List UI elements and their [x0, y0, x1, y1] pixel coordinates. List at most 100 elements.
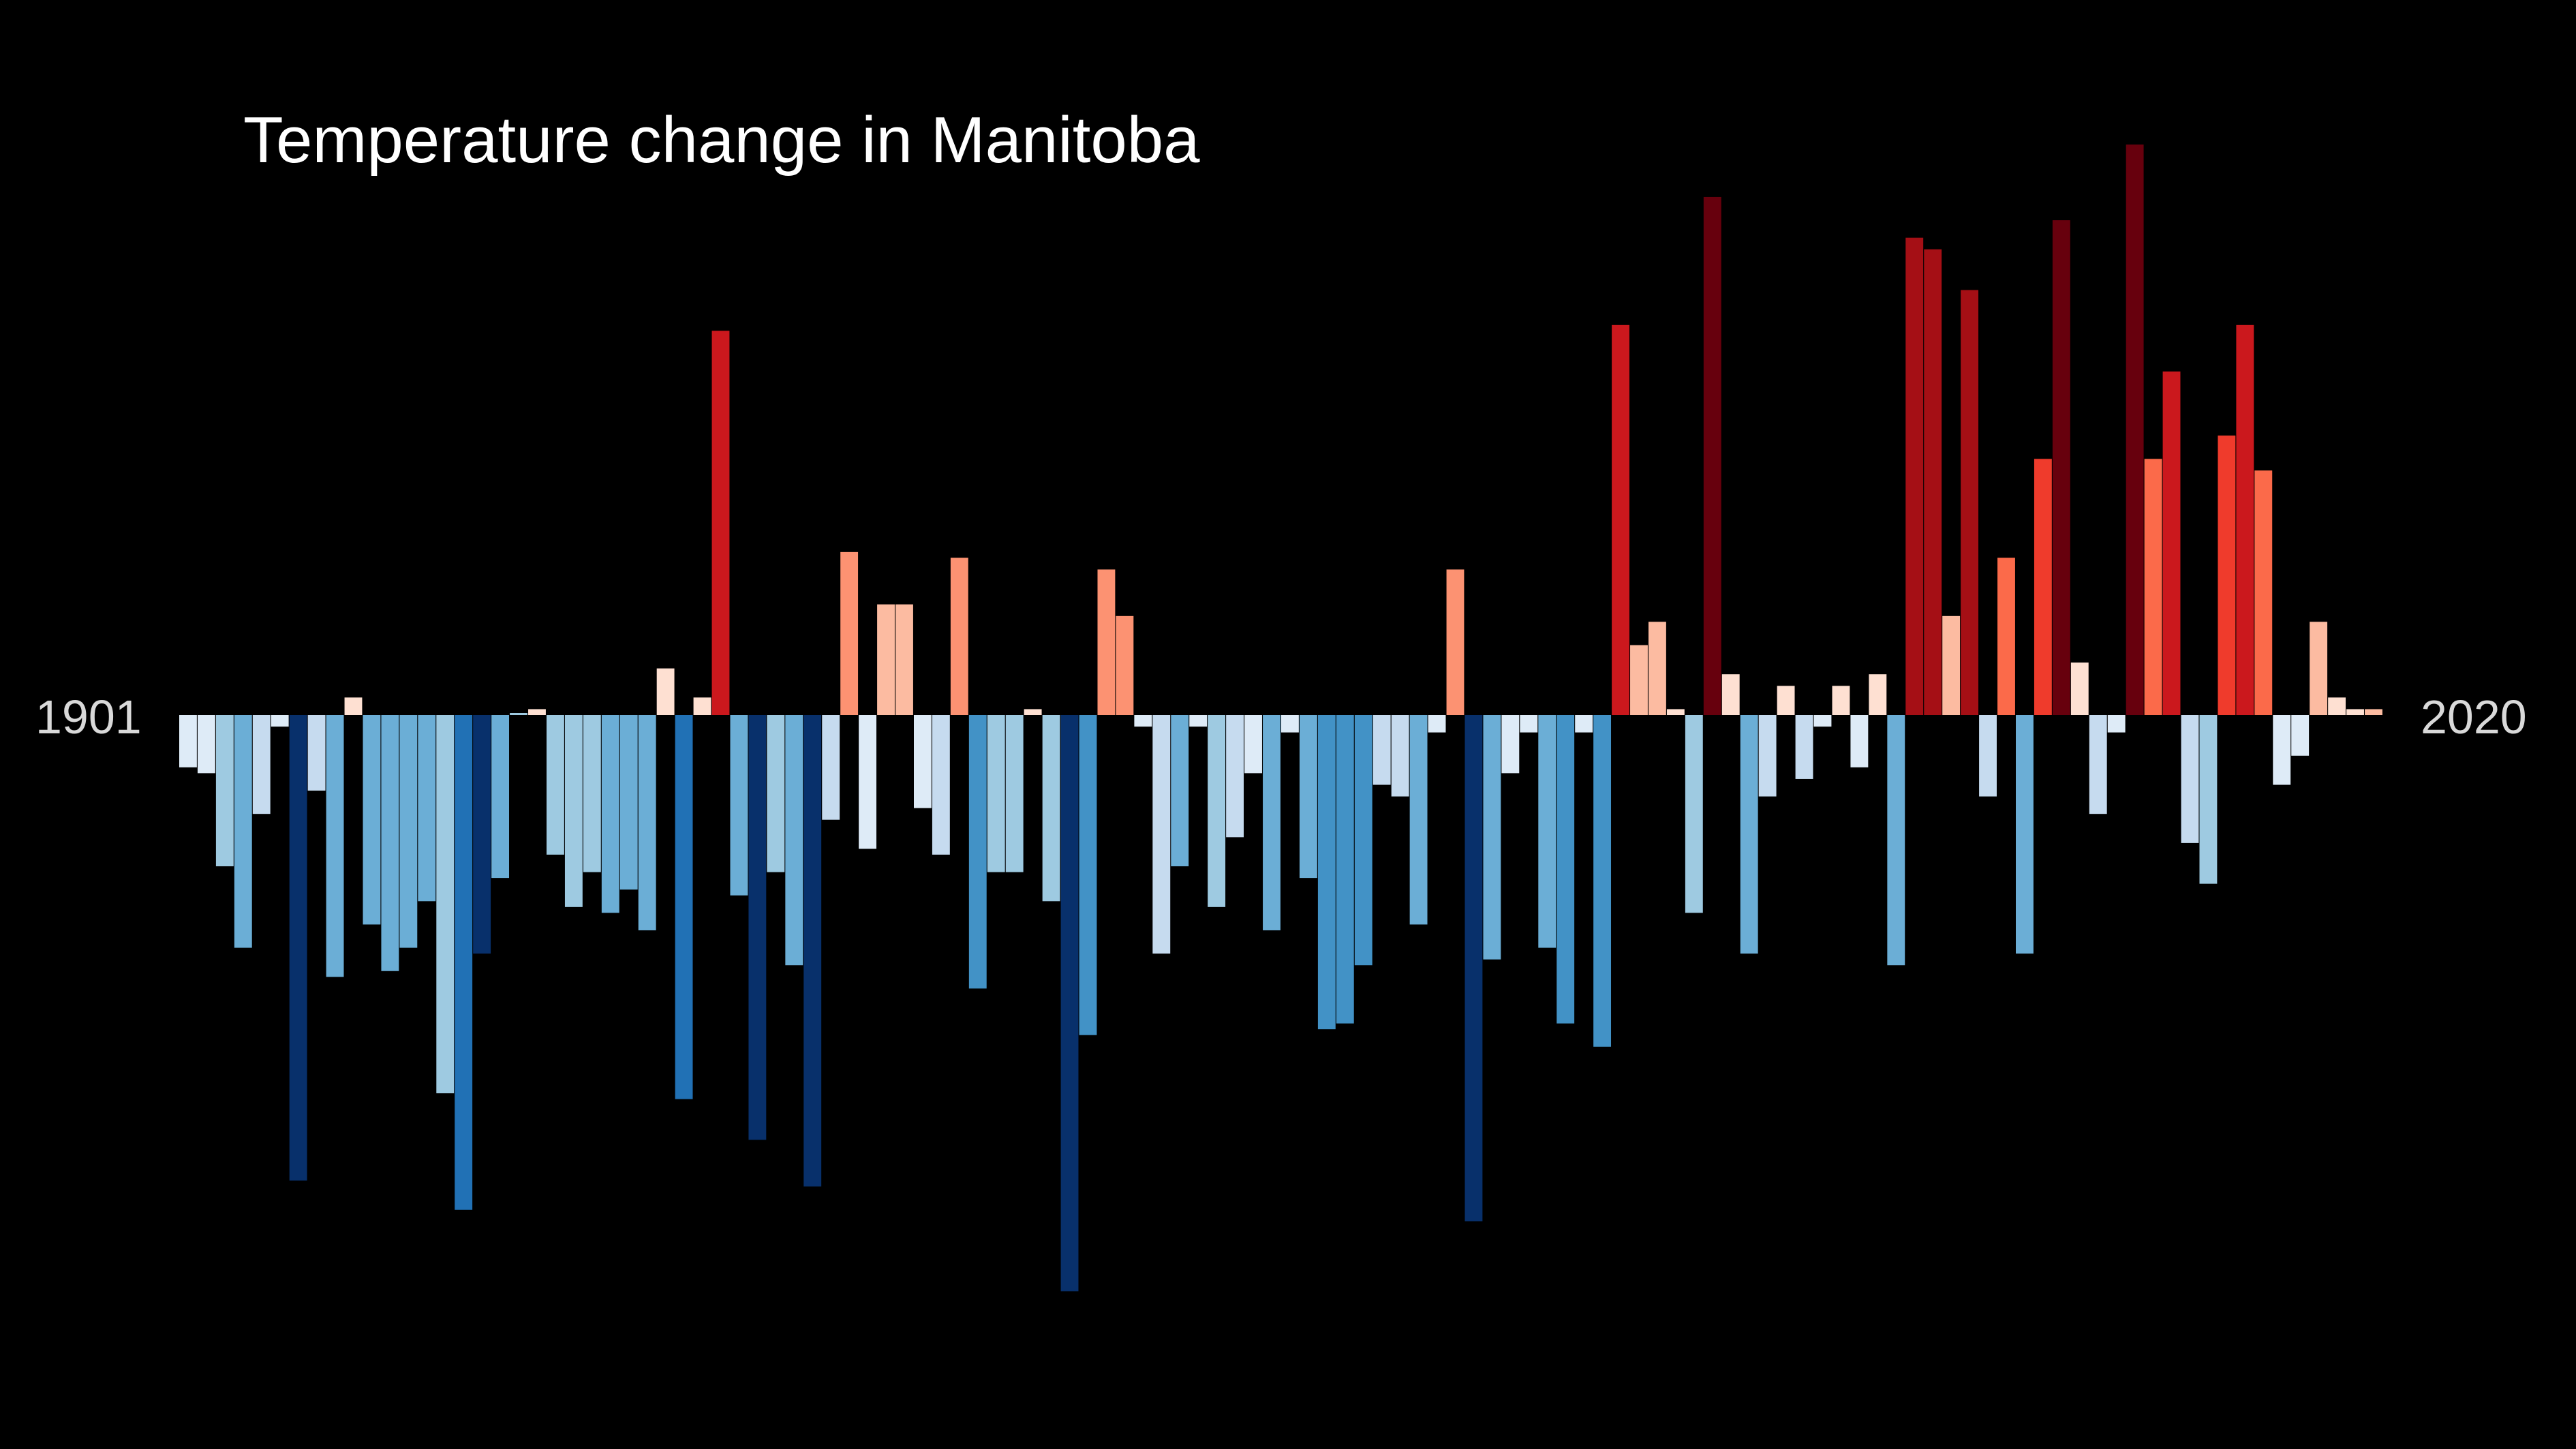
bar-1991 — [1832, 686, 1850, 715]
bar-1910 — [344, 697, 363, 715]
bar-1944 — [968, 715, 987, 989]
bar-1990 — [1813, 715, 1832, 727]
bar-1939 — [877, 604, 895, 715]
bar-1917 — [473, 715, 491, 954]
bar-1955 — [1171, 715, 1189, 867]
bar-2002 — [2034, 459, 2052, 715]
bar-1901 — [179, 715, 197, 767]
bar-1973 — [1501, 715, 1520, 774]
bar-1942 — [932, 715, 950, 855]
chart-title: Temperature change in Manitoba — [243, 104, 1200, 177]
bar-1984 — [1703, 196, 1721, 715]
bar-1933 — [767, 715, 785, 872]
bar-1943 — [950, 558, 968, 715]
bar-1927 — [656, 668, 675, 715]
bar-1911 — [363, 715, 381, 925]
bar-1934 — [785, 715, 803, 966]
bar-1994 — [1887, 715, 1905, 966]
bar-1941 — [914, 715, 932, 808]
bar-1915 — [436, 715, 455, 1094]
bar-2015 — [2273, 715, 2291, 785]
bar-1969 — [1428, 715, 1446, 733]
bar-2011 — [2199, 715, 2218, 884]
bar-1913 — [399, 715, 418, 948]
bar-1902 — [197, 715, 215, 774]
bar-1919 — [510, 713, 527, 715]
bar-1989 — [1795, 715, 1813, 779]
bar-2003 — [2052, 220, 2070, 716]
bar-1978 — [1593, 715, 1612, 1047]
bar-1950 — [1079, 715, 1097, 1035]
bars-group — [179, 144, 2382, 1292]
bar-1968 — [1409, 715, 1428, 925]
bar-1930 — [711, 331, 730, 715]
bar-2001 — [2016, 715, 2034, 954]
bar-1929 — [693, 697, 711, 715]
bar-2008 — [2144, 459, 2162, 715]
bar-2012 — [2218, 436, 2236, 715]
bar-1926 — [638, 715, 656, 930]
bar-1963 — [1317, 715, 1336, 1030]
bar-1971 — [1465, 715, 1483, 1221]
bar-1979 — [1612, 324, 1629, 715]
bar-1923 — [583, 715, 601, 872]
bar-1970 — [1446, 569, 1465, 715]
bar-2004 — [2070, 662, 2089, 715]
bar-1959 — [1244, 715, 1262, 774]
bar-1932 — [748, 715, 767, 1140]
bar-1995 — [1905, 237, 1924, 716]
bar-1976 — [1557, 715, 1575, 1024]
bar-1909 — [326, 715, 344, 977]
bar-1907 — [289, 715, 307, 1181]
bar-1918 — [491, 715, 510, 879]
bar-1965 — [1354, 715, 1373, 966]
bar-2010 — [2181, 715, 2199, 843]
bar-1953 — [1134, 715, 1152, 727]
bar-1928 — [675, 715, 693, 1099]
bar-1935 — [803, 715, 822, 1187]
bar-2019 — [2346, 709, 2364, 715]
bar-1983 — [1685, 715, 1703, 913]
bar-1977 — [1575, 715, 1593, 733]
bar-1954 — [1152, 715, 1171, 954]
bar-1946 — [1005, 715, 1024, 872]
bar-1986 — [1740, 715, 1758, 954]
bar-1921 — [547, 715, 564, 855]
bar-1997 — [1942, 615, 1961, 715]
bar-1925 — [619, 715, 638, 890]
bar-1961 — [1281, 715, 1299, 733]
bar-1922 — [564, 715, 583, 907]
bar-1985 — [1721, 674, 1740, 715]
bar-2018 — [2328, 697, 2346, 715]
bar-1998 — [1961, 290, 1979, 716]
bar-1951 — [1097, 569, 1116, 715]
bar-1916 — [455, 715, 473, 1210]
bar-2009 — [2162, 371, 2181, 715]
bar-1980 — [1630, 645, 1648, 715]
bar-1974 — [1520, 715, 1538, 733]
bar-1938 — [859, 715, 877, 849]
bar-1972 — [1483, 715, 1501, 960]
x-axis-start-label: 1901 — [35, 690, 142, 744]
bar-1949 — [1060, 715, 1079, 1292]
bar-1962 — [1299, 715, 1317, 879]
bar-1931 — [730, 715, 748, 896]
bar-1920 — [528, 709, 546, 715]
bar-1996 — [1924, 249, 1942, 715]
bar-1987 — [1758, 715, 1777, 797]
bar-1957 — [1208, 715, 1226, 907]
bar-1960 — [1263, 715, 1281, 930]
bar-1993 — [1869, 674, 1887, 715]
bar-1952 — [1116, 615, 1134, 715]
bar-1966 — [1373, 715, 1391, 785]
bar-1912 — [381, 715, 399, 971]
bar-2017 — [2310, 622, 2328, 715]
bar-2005 — [2089, 715, 2107, 814]
bar-2000 — [1997, 558, 2015, 715]
bar-1945 — [987, 715, 1005, 872]
bar-1956 — [1189, 715, 1208, 727]
bar-1967 — [1391, 715, 1409, 797]
bar-2014 — [2254, 470, 2273, 715]
bar-2007 — [2126, 144, 2144, 715]
